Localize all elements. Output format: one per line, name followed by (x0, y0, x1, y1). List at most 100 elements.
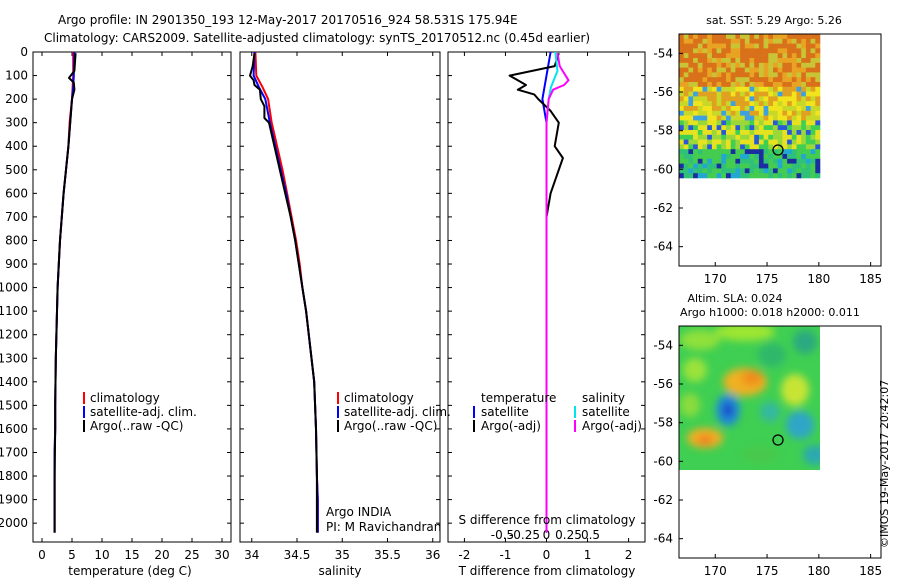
sst-cell (683, 154, 689, 160)
sst-cell (796, 149, 802, 155)
sst-cell (801, 72, 807, 78)
sst-cell (721, 163, 727, 169)
sst-cell (711, 34, 717, 40)
sst-map-title: sat. SST: 5.29 Argo: 5.26 (706, 14, 842, 27)
sst-cell (787, 67, 793, 73)
sst-cell (796, 86, 802, 92)
sst-cell (702, 130, 708, 136)
sst-cell (768, 154, 774, 160)
sst-cell (754, 110, 760, 116)
sst-cell (730, 34, 736, 40)
sst-cell (801, 86, 807, 92)
sst-cell (726, 58, 731, 64)
sst-cell (740, 139, 746, 145)
sst-cell (697, 58, 703, 64)
sst-cell (768, 43, 774, 49)
sst-cell (716, 43, 722, 49)
sst-cell (735, 139, 741, 145)
sst-cell (702, 34, 708, 40)
sst-cell (740, 173, 746, 179)
pi-annotation: PI: M Ravichandran (326, 520, 441, 534)
sst-cell (730, 115, 736, 121)
sst-cell (702, 43, 708, 49)
sst-cell (815, 173, 821, 179)
sst-cell (740, 77, 746, 83)
sst-cell (726, 101, 731, 107)
ytick-label: 0 (20, 45, 28, 59)
sst-cell (735, 101, 741, 107)
sst-cell (763, 130, 769, 136)
temperature-legend: climatology satellite-adj. clim. Argo(..… (83, 391, 197, 433)
legend-label-climatology: climatology (344, 391, 414, 405)
ytick-label: 1300 (0, 351, 28, 365)
sst-cell (716, 86, 722, 92)
sst-cell (726, 62, 731, 68)
sst-cell (711, 168, 717, 174)
sst-cell (782, 53, 788, 59)
sst-cell (787, 106, 793, 112)
sst-cell (787, 43, 793, 49)
sst-cell (749, 96, 755, 102)
sst-cell (815, 134, 821, 140)
sst-cell (697, 125, 703, 131)
sst-cell (773, 67, 778, 73)
sla-map-subtitle: Argo h1000: 0.018 h2000: 0.011 (680, 306, 860, 319)
sst-cell (796, 168, 802, 174)
sst-cell (787, 154, 793, 160)
imos-timestamp: ©IMOS 19-May-2017 20:42:07 (878, 380, 891, 548)
sst-cell (773, 38, 778, 44)
sst-cell (735, 34, 741, 40)
sst-cell (693, 134, 699, 140)
sst-cell (763, 125, 769, 131)
sst-cell (740, 38, 746, 44)
sst-cell (763, 77, 769, 83)
sst-cell (707, 62, 713, 68)
sst-cell (730, 139, 736, 145)
sst-cell (679, 134, 684, 140)
sst-cell (688, 53, 694, 59)
sst-cell (801, 125, 807, 131)
sst-cell (810, 173, 816, 179)
sst-cell (683, 110, 689, 116)
sst-cell (679, 96, 684, 102)
sst-cell (763, 38, 769, 44)
sst-cell (697, 91, 703, 97)
ytick-label: 700 (5, 210, 28, 224)
sst-cell (693, 77, 699, 83)
sst-cell (730, 62, 736, 68)
sst-cell (791, 62, 797, 68)
sst-cell (726, 115, 731, 121)
sst-cell (679, 67, 684, 73)
sst-cell (796, 82, 802, 88)
sst-cell (777, 96, 783, 102)
sst-cell (697, 48, 703, 54)
sst-cell (773, 158, 778, 164)
sst-cell (697, 154, 703, 160)
legend-label-t-argo: Argo(-adj) (481, 419, 541, 433)
sst-cell (754, 53, 760, 59)
sst-cell (777, 149, 783, 155)
sst-cell (730, 96, 736, 102)
sst-cell (688, 38, 694, 44)
sst-cell (707, 43, 713, 49)
legend-label-satellite: satellite-adj. clim. (90, 405, 197, 419)
sst-cell (683, 48, 689, 54)
sst-cell (688, 96, 694, 102)
sst-cell (730, 163, 736, 169)
sst-cell (707, 149, 713, 155)
sst-cell (726, 106, 731, 112)
map-ytick-label: -62 (653, 201, 673, 215)
sst-cell (805, 91, 811, 97)
sst-cell (796, 110, 802, 116)
sst-cell (693, 139, 699, 145)
sst-cell (777, 125, 783, 131)
sst-cell (782, 125, 788, 131)
salinity-legend: climatology satellite-adj. clim. Argo(..… (337, 391, 451, 433)
sst-cell (735, 53, 741, 59)
sst-cell (707, 115, 713, 121)
sst-cell (697, 34, 703, 40)
sst-cell (801, 43, 807, 49)
sst-cell (721, 82, 727, 88)
sst-cell (702, 154, 708, 160)
sst-cell (796, 34, 802, 40)
